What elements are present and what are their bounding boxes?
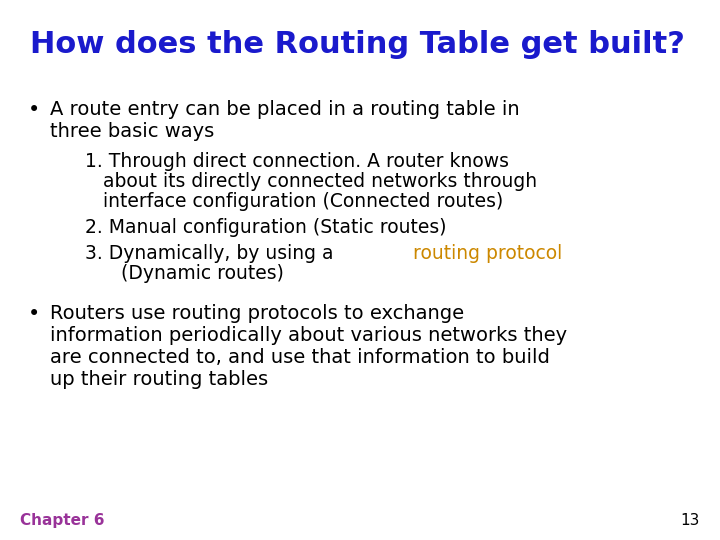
Text: •: • <box>28 100 40 120</box>
Text: 1. Through direct connection. A router knows: 1. Through direct connection. A router k… <box>85 152 509 171</box>
Text: routing protocol: routing protocol <box>413 244 562 263</box>
Text: •: • <box>28 304 40 324</box>
Text: (Dynamic routes): (Dynamic routes) <box>103 264 284 283</box>
Text: Routers use routing protocols to exchange: Routers use routing protocols to exchang… <box>50 304 464 323</box>
Text: A route entry can be placed in a routing table in: A route entry can be placed in a routing… <box>50 100 520 119</box>
Text: about its directly connected networks through: about its directly connected networks th… <box>85 172 537 191</box>
Text: 2. Manual configuration (Static routes): 2. Manual configuration (Static routes) <box>85 218 446 237</box>
Text: up their routing tables: up their routing tables <box>50 370 268 389</box>
Text: information periodically about various networks they: information periodically about various n… <box>50 326 567 345</box>
Text: three basic ways: three basic ways <box>50 122 215 141</box>
Text: interface configuration (Connected routes): interface configuration (Connected route… <box>85 192 503 211</box>
Text: are connected to, and use that information to build: are connected to, and use that informati… <box>50 348 550 367</box>
Text: How does the Routing Table get built?: How does the Routing Table get built? <box>30 30 685 59</box>
Text: 3. Dynamically, by using a: 3. Dynamically, by using a <box>85 244 340 263</box>
Text: 13: 13 <box>680 513 700 528</box>
Text: Chapter 6: Chapter 6 <box>20 513 104 528</box>
